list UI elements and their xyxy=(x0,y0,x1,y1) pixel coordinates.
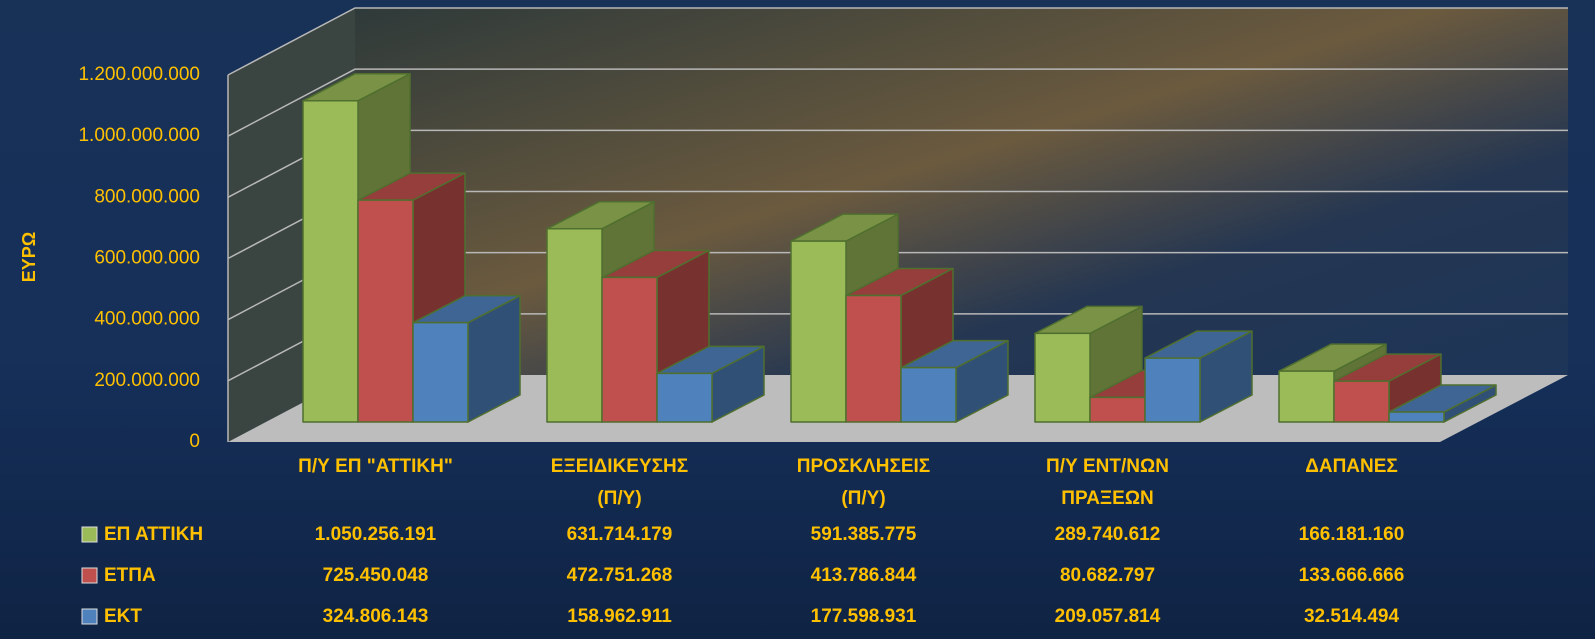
table-value: 413.786.844 xyxy=(811,565,917,586)
y-tick-label: 1.200.000.000 xyxy=(78,64,200,85)
table-value: 209.057.814 xyxy=(1055,606,1161,627)
y-tick-label: 600.000.000 xyxy=(94,248,200,269)
bar-front xyxy=(791,241,846,422)
table-value: 32.514.494 xyxy=(1304,606,1400,627)
y-axis-label: ΕΥΡΩ xyxy=(19,232,39,282)
table-value: 725.450.048 xyxy=(323,565,429,586)
bar-front xyxy=(303,101,358,422)
y-tick-label: 200.000.000 xyxy=(94,370,200,391)
legend-label: ΕΤΠΑ xyxy=(104,565,156,586)
table-value: 289.740.612 xyxy=(1055,524,1161,545)
chart-root: ΕΥΡΩ 0 200.000.000 400.000.000 600.000.000 8… xyxy=(0,0,1595,639)
x-tick-label: Π/Υ ΕΠ "ΑΤΤΙΚΗ" xyxy=(256,451,496,483)
x-tick-label: Π/Υ ΕΝΤ/ΝΩΝ ΠΡΑΞΕΩΝ xyxy=(988,451,1228,515)
table-value: 177.598.931 xyxy=(811,606,917,627)
table-value: 472.751.268 xyxy=(567,565,673,586)
bar-front xyxy=(657,373,712,422)
x-tick-label: ΕΞΕΙΔΙΚΕΥΣΗΣ (Π/Υ) xyxy=(500,451,740,515)
legend-label: ΕΚΤ xyxy=(104,606,142,627)
table-value: 1.050.256.191 xyxy=(315,524,437,545)
y-tick-label: 400.000.000 xyxy=(94,309,200,330)
bar-front xyxy=(1279,371,1334,422)
bar-front xyxy=(1389,412,1444,422)
chart: ΕΥΡΩ 0 200.000.000 400.000.000 600.000.000 8… xyxy=(0,0,1595,639)
x-tick-label: ΠΡΟΣΚΛΗΣΕΙΣ (Π/Υ) xyxy=(744,451,984,515)
x-tick-label: ΔΑΠΑΝΕΣ xyxy=(1232,451,1472,483)
table-value: 591.385.775 xyxy=(811,524,917,545)
bar-front xyxy=(547,229,602,422)
bar-front xyxy=(846,295,901,422)
bar-front xyxy=(901,368,956,422)
table-value: 80.682.797 xyxy=(1060,565,1155,586)
bar-front xyxy=(602,277,657,422)
table-value: 158.962.911 xyxy=(567,606,672,627)
bar-front xyxy=(1334,381,1389,422)
table-value: 324.806.143 xyxy=(323,606,429,627)
bar-front xyxy=(413,323,468,422)
bar-front xyxy=(1145,358,1200,422)
bar xyxy=(413,296,520,422)
bar-front xyxy=(358,200,413,422)
table-value: 166.181.160 xyxy=(1299,524,1405,545)
y-tick-label: 800.000.000 xyxy=(94,186,200,207)
y-tick-label: 0 xyxy=(189,431,200,452)
legend-swatch xyxy=(82,568,97,583)
table-value: 133.666.666 xyxy=(1299,565,1405,586)
legend-swatch xyxy=(82,609,97,624)
legend-label: ΕΠ ΑΤΤΙΚΗ xyxy=(104,524,203,545)
table-value: 631.714.179 xyxy=(567,524,673,545)
y-tick-label: 1.000.000.000 xyxy=(78,125,200,146)
legend-swatch xyxy=(82,527,97,542)
bar-front xyxy=(1035,333,1090,422)
bar-front xyxy=(1090,397,1145,422)
